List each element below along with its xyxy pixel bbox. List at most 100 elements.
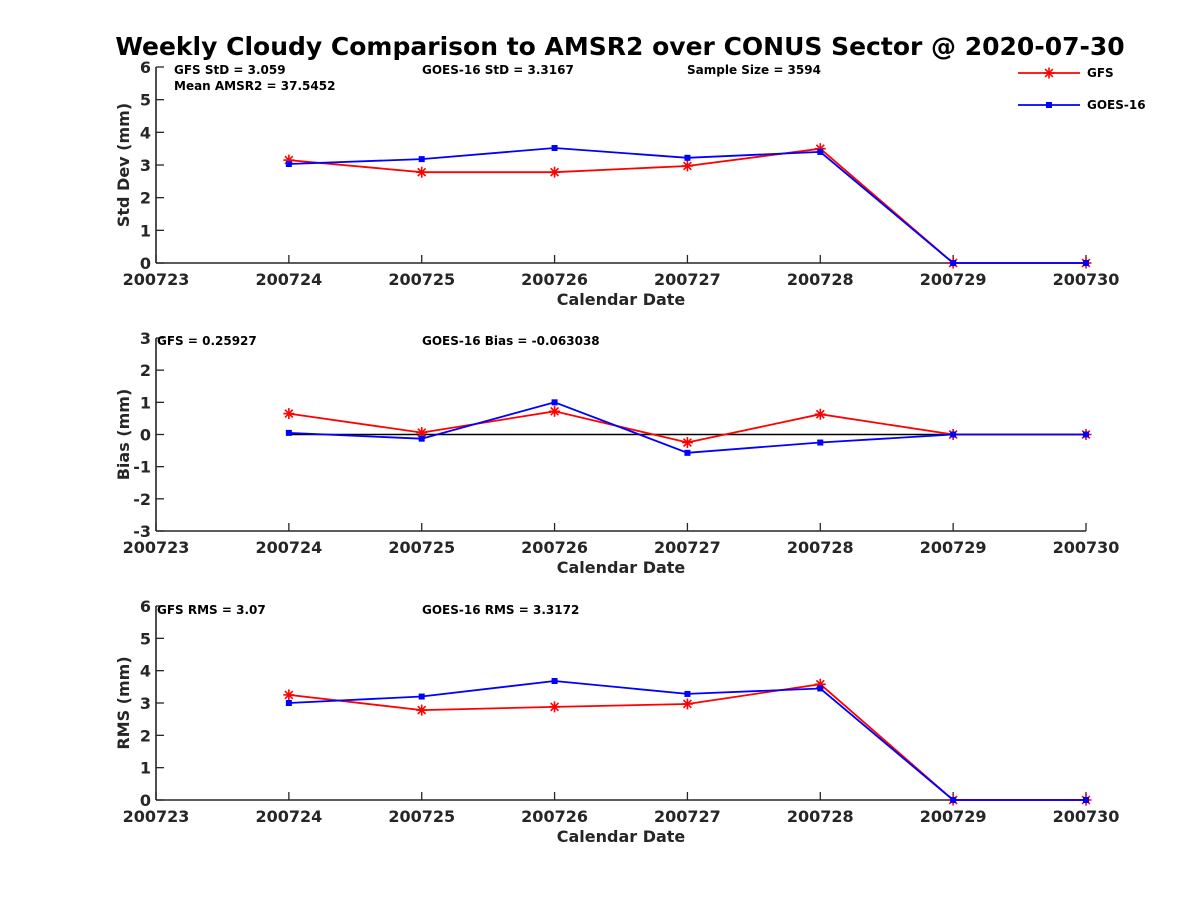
x-tick-label: 200727 bbox=[654, 538, 721, 557]
y-tick-label: 1 bbox=[140, 759, 151, 778]
goes-16-data-point bbox=[285, 429, 292, 436]
x-tick-label: 200726 bbox=[521, 807, 588, 826]
gfs-data-point-stroke bbox=[550, 167, 560, 177]
y-tick-label: 0 bbox=[140, 426, 151, 445]
gfs-data-point-stroke bbox=[550, 406, 560, 416]
goes-16-data-point bbox=[1083, 431, 1089, 438]
gfs-data-point bbox=[283, 689, 295, 701]
stat-annotation: GFS = 0.25927 bbox=[157, 334, 257, 348]
gfs-data-point-stroke bbox=[682, 699, 692, 709]
gfs-data-point bbox=[681, 698, 693, 710]
x-tick-label: 200729 bbox=[920, 807, 987, 826]
x-axis-label: Calendar Date bbox=[557, 827, 686, 846]
gfs-data-point bbox=[549, 405, 561, 417]
goes-16-data-point bbox=[684, 154, 691, 161]
x-tick-label: 200723 bbox=[123, 807, 190, 826]
gfs-data-point-stroke bbox=[284, 690, 294, 700]
gfs-data-point bbox=[681, 160, 693, 172]
stat-annotation: Sample Size = 3594 bbox=[687, 63, 821, 77]
goes-16-data-point bbox=[950, 260, 957, 266]
goes-16-data-point bbox=[1083, 260, 1089, 266]
legend-gfs-marker-stroke bbox=[1044, 68, 1054, 78]
gfs-data-point bbox=[814, 408, 826, 420]
gfs-data-point bbox=[681, 437, 693, 449]
y-tick-label: 3 bbox=[140, 156, 151, 175]
stat-annotation: GOES-16 StD = 3.3167 bbox=[422, 63, 574, 77]
y-tick-label: 1 bbox=[140, 393, 151, 412]
x-tick-label: 200728 bbox=[787, 807, 854, 826]
stat-annotation: GOES-16 RMS = 3.3172 bbox=[422, 603, 579, 617]
x-tick-label: 200723 bbox=[123, 270, 190, 289]
x-axis-label: Calendar Date bbox=[557, 290, 686, 309]
gfs-data-point-stroke bbox=[550, 702, 560, 712]
x-tick-label: 200729 bbox=[920, 538, 987, 557]
x-tick-label: 200728 bbox=[787, 538, 854, 557]
stat-annotation: GOES-16 Bias = -0.063038 bbox=[422, 334, 600, 348]
gfs-data-point-stroke bbox=[284, 409, 294, 419]
goes-16-data-point bbox=[950, 797, 957, 803]
x-axis-label: Calendar Date bbox=[557, 558, 686, 577]
gfs-data-point-stroke bbox=[417, 428, 427, 438]
x-tick-label: 200725 bbox=[388, 270, 455, 289]
goes-16-data-point bbox=[418, 156, 425, 163]
x-tick-label: 200727 bbox=[654, 807, 721, 826]
chart-title: Weekly Cloudy Comparison to AMSR2 over C… bbox=[115, 32, 1124, 61]
y-tick-label: 2 bbox=[140, 361, 151, 380]
gfs-data-point bbox=[283, 408, 295, 420]
x-tick-label: 200723 bbox=[123, 538, 190, 557]
y-tick-label: 6 bbox=[140, 597, 151, 616]
y-axis-label: Std Dev (mm) bbox=[114, 103, 133, 227]
y-tick-label: 0 bbox=[140, 254, 151, 273]
gfs-data-point-stroke bbox=[682, 438, 692, 447]
goes-16-data-point bbox=[551, 678, 558, 685]
bias-panel: -3 -2 -1 0 1 2 3 200723 200724 200725 200726 200727… bbox=[114, 329, 1119, 577]
gfs-data-point-stroke bbox=[417, 705, 427, 715]
x-tick-label: 200728 bbox=[787, 270, 854, 289]
x-tick-label: 200726 bbox=[521, 270, 588, 289]
gfs-data-point bbox=[549, 166, 561, 178]
legend-goes-16-marker bbox=[1046, 102, 1052, 108]
y-tick-label: 5 bbox=[140, 91, 151, 110]
gfs-data-point bbox=[549, 701, 561, 713]
stat-annotation: Mean AMSR2 = 37.5452 bbox=[174, 79, 335, 93]
y-tick-label: 6 bbox=[140, 58, 151, 77]
y-tick-label: 4 bbox=[140, 123, 151, 142]
legend-gfs-label: GFS bbox=[1087, 66, 1114, 80]
y-tick-label: -1 bbox=[133, 458, 151, 477]
goes-16-data-point bbox=[551, 399, 558, 406]
x-tick-label: 200724 bbox=[255, 807, 322, 826]
goes-16-data-point bbox=[950, 431, 957, 438]
stat-annotation: GFS RMS = 3.07 bbox=[157, 603, 266, 617]
goes-16-data-point bbox=[418, 435, 425, 442]
goes-16-data-point bbox=[817, 685, 824, 692]
y-tick-label: 1 bbox=[140, 221, 151, 240]
x-tick-label: 200726 bbox=[521, 538, 588, 557]
gfs-data-point-stroke bbox=[815, 409, 825, 419]
legend: GFS GOES-16 bbox=[1018, 66, 1146, 112]
goes-16-data-point bbox=[817, 148, 824, 155]
y-tick-label: 5 bbox=[140, 629, 151, 648]
y-tick-label: 3 bbox=[140, 694, 151, 713]
goes-16-data-point bbox=[684, 449, 691, 456]
x-tick-label: 200730 bbox=[1053, 807, 1120, 826]
goes-16-data-point bbox=[285, 700, 292, 706]
goes-16-data-point bbox=[1083, 797, 1089, 803]
goes-16-data-point bbox=[551, 145, 558, 152]
x-tick-label: 200724 bbox=[255, 538, 322, 557]
x-tick-label: 200730 bbox=[1053, 538, 1120, 557]
y-tick-label: 2 bbox=[140, 726, 151, 745]
x-tick-label: 200724 bbox=[255, 270, 322, 289]
y-tick-label: 4 bbox=[140, 662, 151, 681]
y-tick-label: 0 bbox=[140, 791, 151, 810]
goes-16-data-point bbox=[285, 161, 292, 168]
y-tick-label: 2 bbox=[140, 189, 151, 208]
y-tick-label: 3 bbox=[140, 329, 151, 348]
y-tick-label: -2 bbox=[133, 490, 151, 509]
goes-16-data-point bbox=[684, 690, 691, 697]
stddev-panel: 0 1 2 3 4 5 6 200723 200724 200725 200726 200727 200… bbox=[114, 58, 1119, 309]
gfs-data-point bbox=[416, 166, 428, 178]
x-tick-label: 200730 bbox=[1053, 270, 1120, 289]
y-axis-label: Bias (mm) bbox=[114, 389, 133, 481]
x-tick-label: 200725 bbox=[388, 807, 455, 826]
